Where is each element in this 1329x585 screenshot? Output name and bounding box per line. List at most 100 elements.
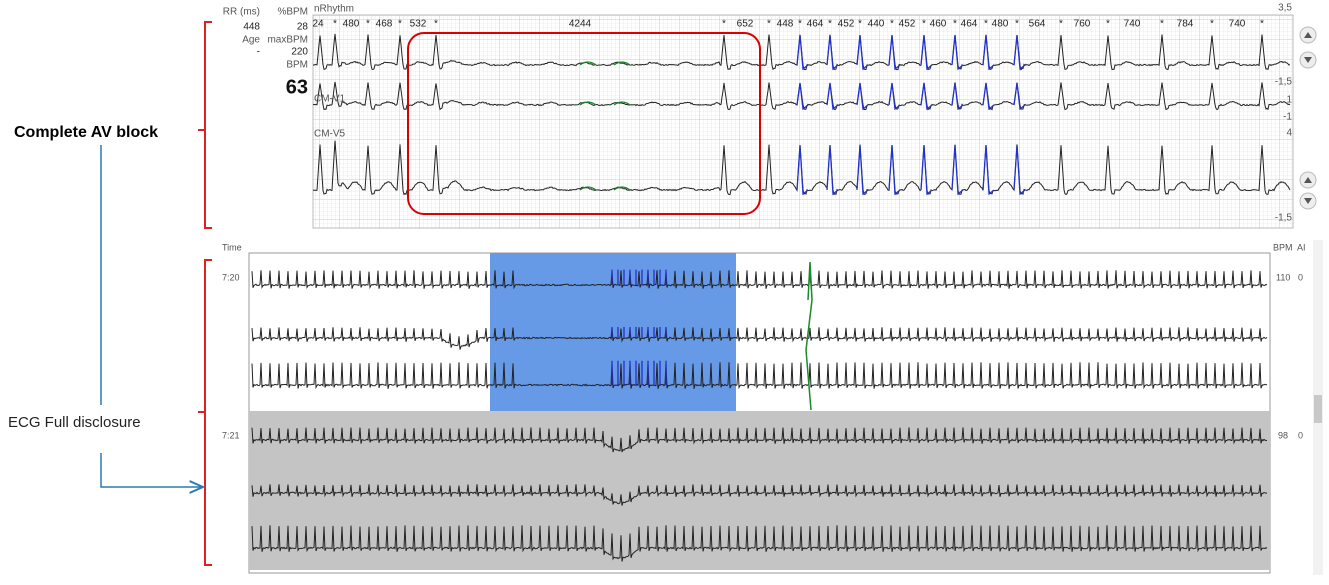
ecg-p-wave [579, 61, 631, 66]
bracket [198, 21, 212, 229]
ecg-beat [796, 82, 809, 111]
ecg-lead [251, 427, 1268, 453]
ecg-beat [856, 34, 869, 71]
rr-label: * [1015, 19, 1019, 30]
rr-label: 468 [376, 19, 393, 30]
rhythm-grid [312, 14, 1294, 229]
rr-label: * [434, 19, 438, 30]
ecg-beat [856, 144, 869, 196]
row-ai: 0 [1298, 272, 1303, 282]
rr-label: 740 [1229, 19, 1246, 30]
ecg-beat [951, 34, 964, 71]
ecg-beats [611, 269, 667, 285]
ecg-beats [611, 360, 667, 385]
annotation: Complete AV block [14, 124, 158, 141]
rr-label: 480 [343, 19, 360, 30]
rr-label: * [922, 19, 926, 30]
column-header: Time [222, 242, 242, 252]
rr-label: * [828, 19, 832, 30]
ecg-beat [888, 144, 901, 196]
rr-label: 24 [312, 19, 324, 30]
ecg-beats [611, 327, 667, 338]
ecg-p-wave [579, 186, 631, 191]
rr-label: * [890, 19, 894, 30]
scale-label: -1,5 [1275, 213, 1293, 224]
rr-label: * [1059, 19, 1063, 30]
rr-label: * [858, 19, 862, 30]
scale-label: 4 [1286, 128, 1292, 139]
rr-label: * [1210, 19, 1214, 30]
scale-label: -1 [1283, 112, 1292, 123]
rr-label: * [1106, 19, 1110, 30]
ecg-beat [1013, 144, 1026, 196]
ecg-beat [796, 34, 809, 71]
lead-label: CM-V1 [314, 94, 346, 105]
column-header: AI [1297, 242, 1306, 252]
ecg-beat [826, 82, 839, 111]
rr-label: * [767, 19, 771, 30]
row-bpm: 110 [1276, 272, 1290, 282]
stat-label: maxBPM [267, 35, 308, 46]
rr-label: 760 [1074, 19, 1091, 30]
rr-label: 452 [838, 19, 855, 30]
ecg-beat [1013, 82, 1026, 111]
row-ai: 0 [1298, 430, 1303, 440]
scroll-thumb[interactable] [1314, 395, 1322, 423]
rr-label: 480 [992, 19, 1009, 30]
ecg-beat [796, 144, 809, 196]
rr-label: * [798, 19, 802, 30]
lead-label: CM-V5 [314, 129, 346, 140]
ecg-beat [888, 82, 901, 111]
stat-value: 448 [243, 22, 260, 33]
selected-row-bg [249, 411, 1270, 570]
stat-label: BPM [286, 60, 308, 71]
rr-label: * [984, 19, 988, 30]
ecg-beat [826, 144, 839, 196]
rr-label: 532 [410, 19, 427, 30]
stat-value: 28 [297, 22, 309, 33]
stat-value: - [257, 47, 260, 58]
ecg-beat [951, 82, 964, 111]
rr-label: 460 [930, 19, 947, 30]
rr-label: 652 [737, 19, 754, 30]
column-header: BPM [1273, 242, 1293, 252]
button-icons [1304, 32, 1312, 204]
rr-label: 440 [868, 19, 885, 30]
scale-label: 1 [1286, 95, 1292, 106]
ecg-beat [920, 144, 933, 196]
rhythm-strip: 24 * 480 * 468 * 532 * 4244 * 652 * 448 * 464 * 452 * 440 *… [312, 19, 1291, 215]
rr-label: 464 [961, 19, 978, 30]
stat-label: RR (ms) [223, 7, 260, 18]
arrow [100, 453, 203, 487]
ecg-beat [982, 82, 995, 111]
annotation: ECG Full disclosure [8, 414, 141, 431]
ecg-beat [982, 34, 995, 71]
stat-label: %BPM [277, 7, 308, 18]
scale-label: 3,5 [1278, 3, 1292, 14]
ecg-lead [251, 525, 1268, 562]
rr-label: * [1160, 19, 1164, 30]
stats: RR (ms) 448 Age - %BPM 28 maxBPM 220 BPM… [223, 7, 309, 99]
rr-label: 452 [899, 19, 916, 30]
ecg-lead [251, 484, 1268, 506]
ecg-beat [1013, 34, 1026, 71]
rr-label: 564 [1029, 19, 1046, 30]
ecg-beat [920, 34, 933, 71]
selection-box [407, 32, 761, 215]
rr-label: * [953, 19, 957, 30]
rr-label: 448 [777, 19, 794, 30]
ecg-lead [251, 362, 1268, 390]
ecg-beat [826, 34, 839, 71]
ecg-beat [920, 82, 933, 111]
disclosure-strip [251, 261, 1268, 562]
rr-label: * [722, 19, 726, 30]
ecg-beat [856, 82, 869, 111]
rr-label: * [1260, 19, 1264, 30]
rr-label: * [333, 19, 337, 30]
ecg-lead [251, 270, 1268, 290]
rr-label: * [398, 19, 402, 30]
rr-label: 784 [1177, 19, 1194, 30]
artifact [805, 261, 813, 411]
bracket [198, 259, 212, 566]
